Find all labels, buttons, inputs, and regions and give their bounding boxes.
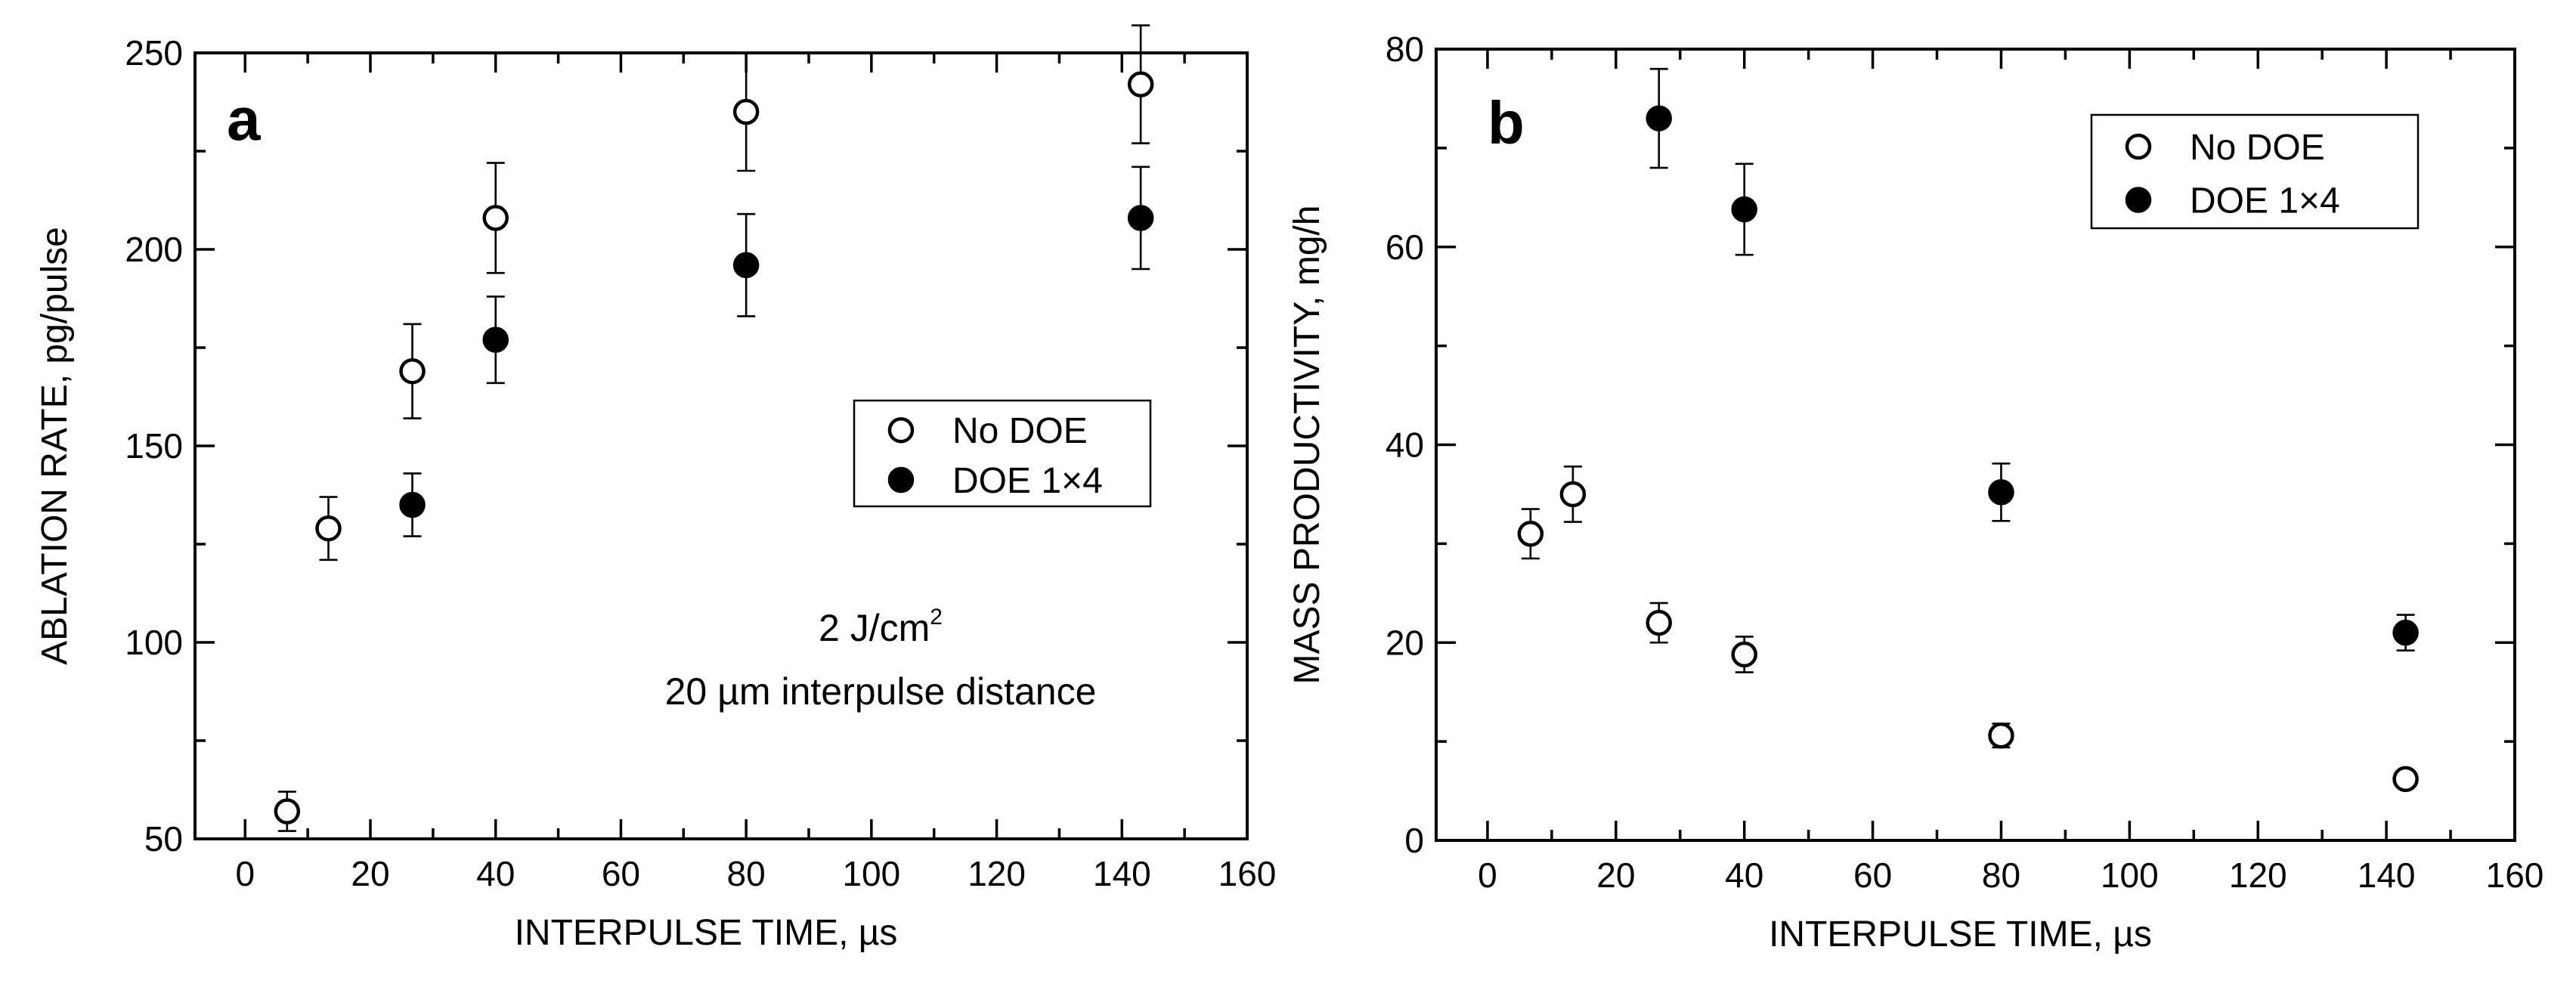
data-point	[1559, 481, 1587, 508]
x-tick-label: 40	[476, 854, 515, 893]
legend-label: No DOE	[2190, 128, 2325, 168]
y-tick-label: 0	[1404, 821, 1424, 860]
x-tick-label: 160	[1218, 854, 1277, 893]
data-point	[1988, 479, 2014, 506]
data-point	[399, 491, 426, 518]
panel-label: a	[227, 85, 261, 153]
legend-label: No DOE	[952, 411, 1088, 451]
y-tick-label: 150	[125, 426, 183, 466]
series-doe-1x4	[1646, 67, 2419, 652]
legend-label: DOE 1×4	[2190, 181, 2340, 221]
data-point	[1988, 722, 2014, 749]
data-point	[2392, 619, 2419, 646]
y-tick-label: 20	[1386, 623, 1424, 662]
x-tick-label: 140	[2358, 856, 2416, 895]
x-tick-label: 120	[968, 854, 1026, 893]
x-tick-label: 120	[2229, 856, 2287, 895]
data-point	[732, 98, 760, 125]
legend-marker	[2125, 187, 2152, 213]
data-point	[1731, 196, 1757, 223]
x-tick-label: 20	[1596, 856, 1635, 895]
y-tick-label: 60	[1386, 227, 1424, 267]
y-tick-label: 250	[125, 33, 183, 73]
panel-label: b	[1488, 89, 1525, 156]
series-no-doe	[1517, 465, 2419, 793]
x-tick-label: 60	[602, 854, 640, 893]
data-point	[315, 515, 342, 542]
x-tick-label: 20	[351, 854, 389, 893]
data-point	[1127, 205, 1154, 231]
legend-marker	[887, 466, 915, 493]
data-point	[399, 357, 426, 385]
series-doe-1x4	[399, 166, 1154, 537]
x-axis-label: INTERPULSE TIME, µs	[1769, 914, 2152, 955]
x-tick-label: 60	[1853, 856, 1892, 895]
data-point	[274, 798, 301, 825]
x-tick-label: 0	[235, 854, 255, 893]
data-point	[2392, 766, 2419, 793]
panel-a: 0 20 40 60 80 100 120 140 160 50 100 150 200 250 INTER…	[35, 24, 1277, 953]
data-point	[1517, 521, 1544, 547]
annotation-distance: 20 µm interpulse distance	[665, 670, 1097, 713]
data-point	[1127, 71, 1154, 97]
legend-box	[2090, 113, 2420, 230]
y-tick-label: 100	[125, 623, 183, 662]
x-tick-label: 140	[1093, 854, 1151, 893]
x-tick-label: 100	[842, 854, 900, 893]
y-tick-label: 50	[144, 819, 183, 859]
data-point	[482, 326, 509, 353]
data-point	[1646, 105, 1672, 131]
x-tick-label: 160	[2486, 856, 2544, 895]
panel-b: 0 20 40 60 80 100 120 140 160 0 20 40 60 80 INTERPULSE…	[1287, 29, 2543, 955]
x-tick-label: 100	[2101, 856, 2159, 895]
y-tick-label: 80	[1386, 29, 1424, 69]
legend-marker	[887, 416, 915, 444]
y-axis-label: MASS PRODUCTIVITY, mg/h	[1287, 206, 1327, 685]
x-axis-label: INTERPULSE TIME, µs	[515, 913, 898, 953]
data-point	[1646, 609, 1672, 636]
x-tick-label: 0	[1478, 856, 1497, 895]
y-tick-label: 200	[125, 230, 183, 269]
x-tick-label: 80	[727, 854, 766, 893]
legend-marker	[2125, 133, 2152, 160]
legend: No DOE DOE 1×4	[2090, 113, 2420, 230]
y-axis-label: ABLATION RATE, pg/pulse	[35, 227, 75, 665]
data-point	[732, 252, 760, 279]
data-point	[482, 205, 509, 231]
data-point	[1731, 641, 1757, 668]
series-no-doe	[274, 24, 1154, 832]
y-tick-label: 40	[1386, 425, 1424, 465]
legend: No DOE DOE 1×4	[853, 399, 1152, 508]
x-tick-label: 40	[1725, 856, 1763, 895]
annotation-fluence: 2 J/cm2	[819, 605, 943, 649]
legend-label: DOE 1×4	[952, 461, 1103, 501]
x-tick-label: 80	[1982, 856, 2020, 895]
